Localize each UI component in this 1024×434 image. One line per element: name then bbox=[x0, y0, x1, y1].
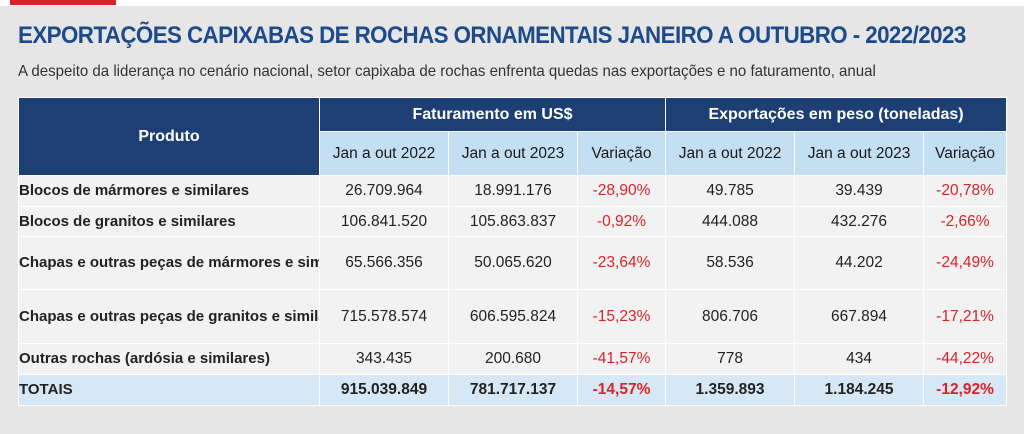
table-cell: 606.595.824 bbox=[448, 289, 578, 344]
table-cell: 444.088 bbox=[665, 206, 796, 237]
table-cell: 44.202 bbox=[794, 236, 925, 290]
table-row: Blocos de granitos e similares 106.841.5… bbox=[18, 206, 1008, 237]
column-header: Variação bbox=[923, 131, 1008, 176]
exports-table: Produto Faturamento em US$ Exportações e… bbox=[18, 97, 1008, 406]
top-accent-bar bbox=[10, 0, 116, 5]
totals-label: TOTAIS bbox=[18, 374, 320, 406]
table-row: Chapas e outras peças de granitos e simi… bbox=[18, 289, 1008, 344]
table-cell: 715.578.574 bbox=[319, 289, 449, 344]
table-row: Blocos de mármores e similares 26.709.96… bbox=[18, 175, 1008, 207]
variation-cell: -44,22% bbox=[923, 343, 1008, 375]
variation-cell: -2,66% bbox=[923, 206, 1008, 237]
page-title: EXPORTAÇÕES CAPIXABAS DE ROCHAS ORNAMENT… bbox=[18, 22, 966, 49]
group-header-exportacoes: Exportações em peso (toneladas) bbox=[665, 97, 1008, 132]
column-header: Variação bbox=[576, 131, 667, 176]
table-row: Chapas e outras peças de mármores e simi… bbox=[18, 236, 1008, 290]
column-header: Jan a out 2023 bbox=[794, 131, 925, 176]
table-cell: 778 bbox=[665, 343, 796, 375]
variation-cell: -12,92% bbox=[923, 374, 1008, 406]
variation-cell: -20,78% bbox=[923, 175, 1008, 207]
table-cell: 667.894 bbox=[794, 289, 925, 344]
table-cell: 39.439 bbox=[794, 175, 925, 207]
table-cell: 49.785 bbox=[665, 175, 796, 207]
column-header: Jan a out 2022 bbox=[665, 131, 796, 176]
table-cell: 806.706 bbox=[665, 289, 796, 344]
row-product-label: Chapas e outras peças de mármores e simi… bbox=[18, 236, 320, 290]
variation-cell: -28,90% bbox=[576, 175, 667, 207]
table-cell: 105.863.837 bbox=[448, 206, 578, 237]
variation-cell: -41,57% bbox=[576, 343, 667, 375]
row-product-label: Blocos de mármores e similares bbox=[18, 175, 320, 207]
table-cell: 432.276 bbox=[794, 206, 925, 237]
row-product-label: Outras rochas (ardósia e similares) bbox=[18, 343, 320, 375]
table-row: Outras rochas (ardósia e similares) 343.… bbox=[18, 343, 1008, 375]
table-cell: 200.680 bbox=[448, 343, 578, 375]
variation-cell: -17,21% bbox=[923, 289, 1008, 344]
page-subtitle: A despeito da liderança no cenário nacio… bbox=[18, 63, 876, 80]
table-cell: 781.717.137 bbox=[448, 374, 578, 406]
group-header-faturamento: Faturamento em US$ bbox=[318, 97, 667, 132]
table-cell: 26.709.964 bbox=[319, 175, 449, 207]
variation-cell: -15,23% bbox=[576, 289, 667, 344]
row-product-label: Blocos de granitos e similares bbox=[18, 206, 320, 237]
table-cell: 1.184.245 bbox=[794, 374, 925, 406]
table-cell: 58.536 bbox=[665, 236, 796, 290]
variation-cell: -0,92% bbox=[576, 206, 667, 237]
table-cell: 50.065.620 bbox=[448, 236, 578, 290]
table-cell: 915.039.849 bbox=[319, 374, 449, 406]
variation-cell: -14,57% bbox=[576, 374, 667, 406]
totals-row: TOTAIS 915.039.849 781.717.137 -14,57% 1… bbox=[18, 374, 1008, 406]
variation-cell: -24,49% bbox=[923, 236, 1008, 290]
table-cell: 434 bbox=[794, 343, 925, 375]
table-cell: 65.566.356 bbox=[319, 236, 449, 290]
product-header: Produto bbox=[18, 97, 320, 176]
table-cell: 343.435 bbox=[319, 343, 449, 375]
variation-cell: -23,64% bbox=[576, 236, 667, 290]
table-cell: 1.359.893 bbox=[665, 374, 796, 406]
column-header: Jan a out 2022 bbox=[319, 131, 449, 176]
table-cell: 106.841.520 bbox=[319, 206, 449, 237]
row-product-label: Chapas e outras peças de granitos e simi… bbox=[18, 289, 320, 344]
table-cell: 18.991.176 bbox=[448, 175, 578, 207]
column-header: Jan a out 2023 bbox=[448, 131, 578, 176]
